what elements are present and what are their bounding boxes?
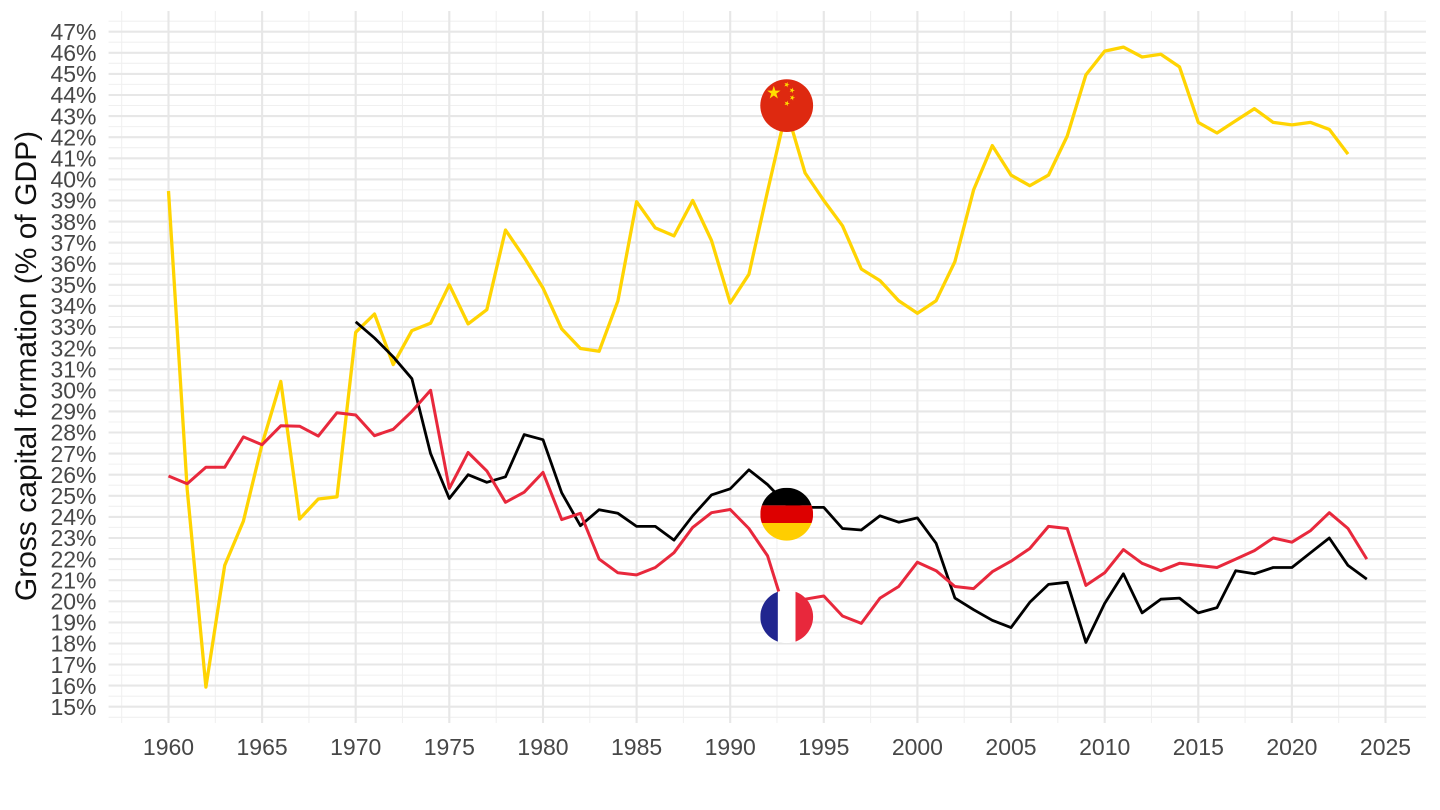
svg-text:28%: 28%: [50, 420, 96, 446]
svg-text:16%: 16%: [50, 673, 96, 699]
svg-text:36%: 36%: [50, 251, 96, 277]
svg-text:2025: 2025: [1360, 734, 1411, 760]
svg-text:46%: 46%: [50, 40, 96, 66]
svg-text:45%: 45%: [50, 61, 96, 87]
svg-text:22%: 22%: [50, 546, 96, 572]
svg-text:1980: 1980: [517, 734, 568, 760]
svg-text:2000: 2000: [892, 734, 943, 760]
svg-text:1960: 1960: [143, 734, 194, 760]
svg-text:44%: 44%: [50, 82, 96, 108]
svg-text:1985: 1985: [611, 734, 662, 760]
svg-text:34%: 34%: [50, 293, 96, 319]
svg-text:23%: 23%: [50, 525, 96, 551]
svg-text:2005: 2005: [985, 734, 1036, 760]
svg-text:32%: 32%: [50, 335, 96, 361]
svg-text:17%: 17%: [50, 652, 96, 678]
svg-text:33%: 33%: [50, 314, 96, 340]
svg-text:1995: 1995: [798, 734, 849, 760]
svg-text:31%: 31%: [50, 356, 96, 382]
svg-text:20%: 20%: [50, 589, 96, 615]
svg-text:39%: 39%: [50, 188, 96, 214]
svg-text:40%: 40%: [50, 167, 96, 193]
svg-text:Gross capital formation (% of: Gross capital formation (% of GDP): [10, 131, 43, 601]
svg-text:29%: 29%: [50, 399, 96, 425]
svg-text:43%: 43%: [50, 103, 96, 129]
svg-text:1965: 1965: [237, 734, 288, 760]
svg-text:15%: 15%: [50, 694, 96, 720]
svg-text:37%: 37%: [50, 230, 96, 256]
svg-text:2020: 2020: [1266, 734, 1317, 760]
svg-text:30%: 30%: [50, 378, 96, 404]
svg-text:1975: 1975: [424, 734, 475, 760]
svg-text:21%: 21%: [50, 567, 96, 593]
svg-text:24%: 24%: [50, 504, 96, 530]
svg-text:35%: 35%: [50, 272, 96, 298]
svg-text:2010: 2010: [1079, 734, 1130, 760]
svg-text:25%: 25%: [50, 483, 96, 509]
svg-text:19%: 19%: [50, 610, 96, 636]
svg-text:26%: 26%: [50, 462, 96, 488]
svg-text:47%: 47%: [50, 19, 96, 45]
svg-text:41%: 41%: [50, 146, 96, 172]
svg-text:27%: 27%: [50, 441, 96, 467]
svg-text:42%: 42%: [50, 124, 96, 150]
svg-text:1990: 1990: [705, 734, 756, 760]
svg-text:18%: 18%: [50, 631, 96, 657]
svg-text:1970: 1970: [330, 734, 381, 760]
svg-text:38%: 38%: [50, 209, 96, 235]
svg-text:2015: 2015: [1173, 734, 1224, 760]
